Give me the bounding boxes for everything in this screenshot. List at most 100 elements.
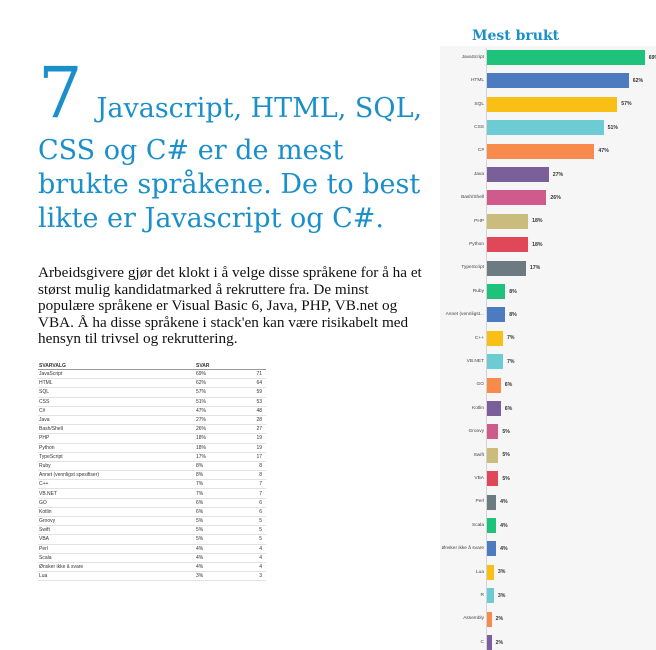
bar-value-label: 6% (504, 382, 513, 389)
table-row: CSS 51% 53 (38, 398, 266, 407)
row-percent: 5% (196, 518, 204, 525)
row-count: 17 (256, 453, 262, 460)
bar-row: C 2% (440, 635, 656, 650)
bar-row: VB.NET 7% (440, 354, 656, 377)
bar-row: C# 47% (440, 143, 656, 167)
table-row: VB.NET 7% 7 (38, 489, 266, 499)
row-count: 53 (256, 398, 262, 405)
bar (487, 143, 595, 159)
row-count: 5 (259, 518, 262, 525)
bar-value-label: 5% (502, 428, 510, 435)
bar-category-label: C# (477, 148, 484, 154)
bar-row: Ruby 8% (440, 284, 656, 307)
bar-value-label: 69% (648, 54, 656, 61)
table-row: JavaScript 69% 71 (38, 370, 266, 380)
row-option: JavaScript (39, 371, 63, 378)
bar-value-label: 6% (504, 405, 513, 412)
bar-category-label: Perl (475, 499, 484, 505)
table-row: C# 47% 48 (38, 407, 266, 416)
row-option: Python (39, 444, 55, 451)
bar-category-label: PHP (474, 218, 484, 224)
bar-category-label: GO (476, 382, 484, 388)
bar-row: Swift 5% (440, 447, 656, 471)
bar-row: VBA 5% (440, 471, 656, 494)
table-row: Groovy 5% 5 (38, 517, 266, 527)
chart-axis (486, 48, 487, 650)
row-percent: 62% (196, 380, 207, 387)
bar-category-label: CSS (474, 125, 484, 131)
table-row: Lua 3% 3 (38, 572, 266, 582)
bar-value-label: 5% (502, 452, 510, 459)
heading-rest: CSS og C# er de mest brukte språkene. De… (38, 135, 421, 234)
row-count: 48 (256, 407, 262, 414)
row-option: GO (39, 499, 47, 506)
bar (487, 471, 499, 487)
row-percent: 18% (196, 444, 207, 451)
row-count: 71 (256, 371, 262, 378)
row-count: 8 (259, 462, 262, 469)
bar-category-label: Assembly (463, 616, 484, 622)
bar-row: Kotlin 6% (440, 401, 656, 424)
row-option: Groovy (39, 518, 56, 525)
bar-row: Bash/Shell 26% (440, 190, 656, 213)
bar (487, 377, 501, 393)
row-percent: 69% (196, 371, 207, 378)
table-row: Scala 4% 4 (38, 554, 266, 563)
row-count: 7 (259, 481, 262, 488)
bar (487, 401, 501, 416)
row-option: Bash/Shell (39, 426, 63, 433)
table-row: Swift 5% 5 (38, 526, 266, 536)
row-percent: 7% (196, 490, 204, 497)
heading: 7 Javascript, HTML, SQL, CSS og C# er de … (38, 58, 438, 236)
row-count: 19 (256, 444, 262, 451)
bar-category-label: Swift (473, 452, 484, 458)
row-percent: 27% (196, 417, 207, 424)
bar-value-label: 2% (495, 616, 504, 623)
bar (487, 611, 492, 627)
row-percent: 6% (196, 499, 204, 506)
row-count: 5 (259, 536, 262, 543)
bar-row: HTML 62% (440, 73, 656, 96)
bar (487, 96, 618, 112)
bar (487, 494, 497, 510)
bar (487, 50, 645, 65)
table-header: SVARVALG SVAR (38, 362, 266, 370)
row-count: 28 (256, 417, 262, 424)
bar (487, 354, 503, 370)
bar (487, 518, 497, 533)
bar-value-label: 26% (550, 194, 561, 201)
row-percent: 4% (196, 545, 204, 552)
bar (487, 284, 506, 299)
bar (487, 424, 499, 440)
bar-category-label: Ønsker ikke å svare (441, 546, 484, 552)
row-count: 59 (256, 389, 262, 396)
bar-row: Perl 4% (440, 494, 656, 518)
bar (487, 307, 506, 323)
bar-category-label: C++ (474, 335, 484, 341)
table-row: Bash/Shell 26% 27 (38, 425, 266, 435)
bar-value-label: 4% (500, 545, 508, 552)
body-paragraph: Arbeidsgivere gjør det klokt i å velge d… (38, 264, 422, 347)
row-option: C# (39, 407, 46, 414)
table-row: Ønsker ikke å svare 4% 4 (38, 563, 266, 573)
bar-value-label: 7% (507, 335, 515, 342)
row-count: 7 (259, 490, 262, 497)
table-row: Ruby 8% 8 (38, 462, 266, 472)
row-option: SQL (39, 389, 50, 396)
bar-value-label: 18% (532, 241, 543, 248)
row-percent: 5% (196, 536, 204, 543)
bar-value-label: 3% (497, 592, 506, 599)
bar-category-label: Groovy (468, 429, 484, 435)
row-option: C++ (39, 481, 49, 488)
row-count: 4 (259, 545, 262, 552)
row-percent: 17% (196, 453, 207, 460)
row-percent: 26% (196, 426, 207, 433)
row-percent: 4% (196, 564, 204, 571)
bar-category-label: VB.NET (466, 359, 484, 365)
table-row: SQL 57% 59 (38, 388, 266, 398)
bar (487, 260, 526, 276)
row-option: Scala (39, 554, 52, 561)
row-option: Ruby (39, 462, 51, 469)
row-percent: 47% (196, 407, 207, 414)
bar-row: CSS 51% (440, 120, 656, 143)
